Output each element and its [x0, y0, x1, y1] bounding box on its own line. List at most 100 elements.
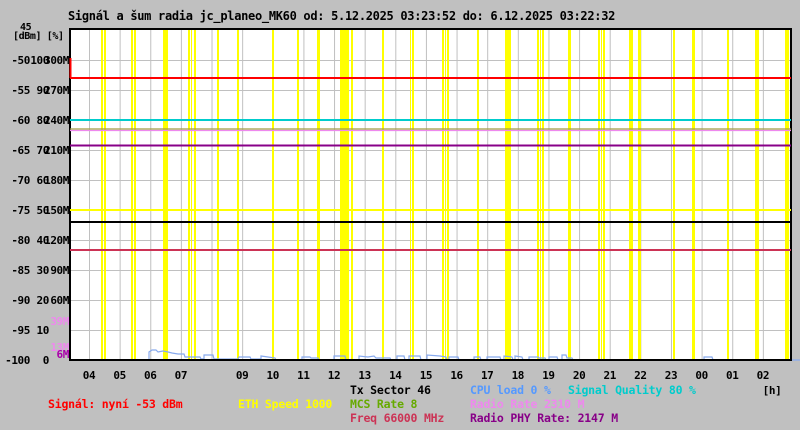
eth-event-bar	[757, 29, 759, 360]
eth-event-bar	[412, 29, 414, 360]
x-axis-hour-label: 06	[144, 369, 157, 382]
x-axis-hour-label: 09	[235, 369, 249, 382]
x-axis-hour-label: 02	[756, 369, 770, 382]
legend-item: Radio Rate 2310 M	[470, 397, 585, 411]
y-axis-label: 70	[36, 144, 50, 157]
rate-marker-label: 13M	[50, 341, 69, 354]
y-axis-label: 30	[36, 264, 50, 277]
eth-event-bar	[351, 29, 353, 360]
y-axis-label: 210M	[44, 144, 69, 157]
x-axis-hour-label: 10	[266, 369, 280, 382]
y-axis-label: 100	[30, 54, 49, 67]
eth-event-bar	[101, 29, 103, 360]
y-axis-label: 180M	[44, 174, 69, 187]
y-axis-label: -95	[11, 324, 30, 337]
y-axis-label: 300M	[44, 54, 69, 67]
eth-event-bar	[755, 29, 757, 360]
y-axis-label: 240M	[44, 114, 69, 127]
y-axis-label: 60	[36, 174, 50, 187]
y-axis-units-label: [dBm] [%]	[13, 31, 64, 42]
eth-event-bar	[505, 29, 511, 360]
x-axis-hour-label: 23	[664, 369, 678, 382]
eth-event-bar	[477, 29, 479, 360]
legend-item: Tx Sector 46	[350, 383, 431, 397]
eth-event-bar	[272, 29, 274, 360]
chart-title: Signál a šum radia jc_planeo_MK60 od: 5.…	[68, 9, 616, 23]
rate-marker-label: 39M	[50, 315, 69, 328]
eth-event-bar	[163, 29, 168, 360]
cpu-load-line	[70, 349, 800, 361]
x-axis-hour-label: 18	[511, 369, 525, 382]
y-axis-label: 150M	[44, 204, 69, 217]
y-axis-label: -80	[11, 234, 30, 247]
x-axis-hour-label: 15	[419, 369, 433, 382]
y-axis-label: 60M	[50, 294, 69, 307]
x-axis-hour-label: 19	[542, 369, 555, 382]
x-axis-hour-label: 12	[327, 369, 341, 382]
eth-event-bar	[410, 29, 411, 360]
y-axis-label: 90	[36, 84, 50, 97]
eth-event-bar	[131, 29, 133, 360]
eth-event-bar	[692, 29, 694, 360]
eth-event-bar	[442, 29, 444, 360]
eth-event-bar	[447, 29, 449, 360]
eth-event-bar	[568, 29, 571, 360]
y-axis-label: 270M	[44, 84, 69, 97]
y-axis-label: 40	[36, 234, 50, 247]
x-axis-hour-label: 21	[603, 369, 616, 382]
legend-item: Signal Quality 80 %	[568, 383, 696, 397]
y-axis-label: 10	[36, 324, 50, 337]
eth-event-bar	[785, 29, 787, 360]
x-axis-hour-label: 04	[82, 369, 96, 382]
plot-background	[70, 28, 791, 360]
y-axis-label: -85	[11, 264, 30, 277]
x-axis-hour-label: 00	[695, 369, 708, 382]
y-axis-label: -55	[11, 84, 30, 97]
legend-item: MCS Rate 8	[350, 397, 418, 411]
y-axis-label: -60	[11, 114, 30, 127]
eth-event-bar	[727, 29, 729, 360]
eth-event-bar	[601, 29, 602, 360]
y-axis-label: -70	[11, 174, 30, 187]
eth-event-bar	[638, 29, 641, 360]
y-axis-label: 90M	[50, 264, 69, 277]
eth-event-bar	[382, 29, 384, 360]
y-axis-label: 120M	[44, 234, 69, 247]
y-axis-label: -50	[11, 54, 30, 67]
x-axis-hour-label: 01	[725, 369, 739, 382]
eth-event-bar	[134, 29, 136, 360]
y-axis-label: -100	[5, 354, 30, 367]
eth-event-bar	[317, 29, 320, 360]
eth-event-bar	[297, 29, 299, 360]
eth-event-bar	[787, 29, 789, 360]
eth-event-bar	[237, 29, 239, 360]
legend-item: Freq 66000 MHz	[350, 411, 445, 425]
x-axis-hour-label: 13	[358, 369, 371, 382]
eth-event-bar	[104, 29, 106, 360]
rate-marker-label: 6M	[56, 348, 70, 361]
eth-event-bar	[217, 29, 219, 360]
eth-event-bar	[603, 29, 605, 360]
eth-event-bar	[542, 29, 544, 360]
plot-border	[69, 28, 792, 361]
eth-event-bar	[194, 29, 196, 360]
y-axis-label: 20	[36, 294, 50, 307]
legend-item: CPU load 0 %	[470, 383, 551, 397]
x-axis-hour-label: 17	[480, 369, 494, 382]
eth-event-bar	[598, 29, 600, 360]
eth-event-bar	[629, 29, 631, 360]
y-axis-label: 0	[42, 354, 50, 367]
eth-event-bar	[537, 29, 539, 360]
eth-event-bar	[694, 29, 695, 360]
x-axis-hour-label: 16	[450, 369, 463, 382]
eth-event-bar	[188, 29, 190, 360]
x-axis-hour-label: 11	[297, 369, 310, 382]
y-axis-label: 50	[36, 204, 50, 217]
x-axis-hour-label: 07	[174, 369, 188, 382]
legend-item: Signál: nyní -53 dBm	[48, 397, 183, 411]
y-axis-label: -90	[11, 294, 30, 307]
eth-event-bar	[445, 29, 446, 360]
legend-item: ETH Speed 1000	[238, 397, 333, 411]
